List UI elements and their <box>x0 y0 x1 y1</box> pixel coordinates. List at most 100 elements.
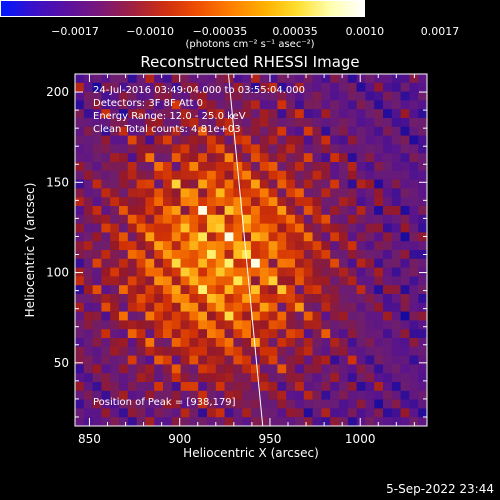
heatmap-cell <box>295 197 305 207</box>
heatmap-cell <box>136 206 146 216</box>
heatmap-cell <box>136 170 146 180</box>
heatmap-cell <box>83 206 93 216</box>
heatmap-cell <box>119 267 129 277</box>
heatmap-cell <box>286 153 296 163</box>
heatmap-cell <box>400 241 410 251</box>
heatmap-cell <box>312 197 322 207</box>
heatmap-cell <box>101 135 111 145</box>
heatmap-cell <box>268 276 278 286</box>
heatmap-cell <box>303 100 313 110</box>
heatmap-cell <box>224 179 234 189</box>
heatmap-cell <box>295 241 305 251</box>
heatmap-cell <box>127 118 137 128</box>
heatmap-cell <box>233 109 243 119</box>
heatmap-cell <box>374 135 384 145</box>
heatmap-cell <box>101 276 111 286</box>
heatmap-cell <box>277 109 287 119</box>
heatmap-cell <box>154 144 164 154</box>
heatmap-cell <box>356 320 366 330</box>
heatmap-cell <box>154 162 164 172</box>
heatmap-cell <box>180 170 190 180</box>
heatmap-cell <box>110 109 120 119</box>
heatmap-cell <box>374 232 384 242</box>
heatmap-cell <box>400 109 410 119</box>
heatmap-cell <box>356 258 366 268</box>
heatmap-cell <box>418 126 427 136</box>
heatmap-cell <box>268 258 278 268</box>
heatmap-cell <box>347 346 357 356</box>
heatmap-cell <box>418 276 427 286</box>
heatmap-cell <box>75 223 85 233</box>
heatmap-cell <box>365 250 375 260</box>
heatmap-cell <box>224 144 234 154</box>
heatmap-cell <box>242 214 252 224</box>
heatmap-cell <box>119 214 129 224</box>
heatmap-cell <box>154 338 164 348</box>
heatmap-cell <box>233 135 243 145</box>
heatmap-cell <box>163 302 173 312</box>
heatmap-cell <box>242 162 252 172</box>
heatmap-cell <box>391 170 401 180</box>
heatmap-cell <box>409 311 419 321</box>
heatmap-cell <box>189 232 199 242</box>
peak-position-label: Position of Peak = [938,179] <box>93 397 236 408</box>
heatmap-cell <box>171 74 181 84</box>
heatmap-cell <box>189 320 199 330</box>
heatmap-cell <box>127 250 137 260</box>
heatmap-cell <box>347 109 357 119</box>
heatmap-cell <box>374 118 384 128</box>
heatmap-cell <box>127 170 137 180</box>
heatmap-cell <box>207 302 217 312</box>
heatmap-cell <box>391 100 401 110</box>
heatmap-cell <box>409 118 419 128</box>
heatmap-cell <box>383 126 393 136</box>
heatmap-cell <box>312 82 322 92</box>
heatmap-cell <box>409 338 419 348</box>
heatmap-cell <box>391 408 401 418</box>
heatmap-cell <box>347 302 357 312</box>
heatmap-cell <box>136 408 146 418</box>
heatmap-cell <box>189 223 199 233</box>
heatmap-cell <box>154 346 164 356</box>
heatmap-cell <box>198 126 208 136</box>
heatmap-cell <box>295 144 305 154</box>
heatmap-cell <box>365 267 375 277</box>
heatmap-cell <box>347 285 357 295</box>
heatmap-cell <box>259 82 269 92</box>
heatmap-cell <box>347 267 357 277</box>
heatmap-cell <box>356 91 366 101</box>
heatmap-cell <box>286 162 296 172</box>
heatmap-cell <box>277 170 287 180</box>
heatmap-cell <box>242 232 252 242</box>
heatmap-cell <box>101 258 111 268</box>
heatmap-cell <box>101 320 111 330</box>
energy-range-label: Energy Range: 12.0 - 25.0 keV <box>93 111 246 122</box>
heatmap-cell <box>383 179 393 189</box>
heatmap-cell <box>154 109 164 119</box>
heatmap-cell <box>136 197 146 207</box>
heatmap-cell <box>356 109 366 119</box>
heatmap-cell <box>110 241 120 251</box>
heatmap-cell <box>110 408 120 418</box>
heatmap-cell <box>303 223 313 233</box>
heatmap-cell <box>418 311 427 321</box>
heatmap-cell <box>312 153 322 163</box>
heatmap-cell <box>374 126 384 136</box>
heatmap-cell <box>277 329 287 339</box>
heatmap-cell <box>154 188 164 198</box>
heatmap-cell <box>365 373 375 383</box>
heatmap-cell <box>251 382 261 392</box>
heatmap-cell <box>418 294 427 304</box>
heatmap-cell <box>295 320 305 330</box>
heatmap-cell <box>127 294 137 304</box>
heatmap-cell <box>224 338 234 348</box>
heatmap-cell <box>259 267 269 277</box>
heatmap-cell <box>303 153 313 163</box>
heatmap-cell <box>365 170 375 180</box>
heatmap-cell <box>83 74 93 84</box>
x-axis-label: Heliocentric X (arcsec) <box>183 446 319 460</box>
heatmap-cell <box>171 258 181 268</box>
heatmap-cell <box>259 206 269 216</box>
heatmap-cell <box>391 223 401 233</box>
heatmap-cell <box>400 214 410 224</box>
